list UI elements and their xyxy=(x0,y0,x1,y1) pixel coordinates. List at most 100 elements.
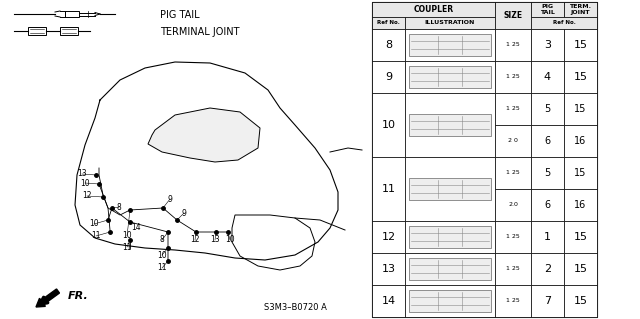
Text: 1 25: 1 25 xyxy=(506,299,520,303)
Bar xyxy=(495,93,531,125)
Text: 13: 13 xyxy=(77,169,87,179)
Text: 11: 11 xyxy=(381,184,396,194)
Text: 2 0: 2 0 xyxy=(508,138,518,144)
Text: 8: 8 xyxy=(159,235,164,244)
Text: TERMINAL JOINT: TERMINAL JOINT xyxy=(160,27,239,37)
Text: 7: 7 xyxy=(544,296,551,306)
FancyArrow shape xyxy=(36,289,60,307)
Bar xyxy=(405,29,495,61)
Text: 16: 16 xyxy=(574,200,587,210)
Text: Ref No.: Ref No. xyxy=(377,20,400,26)
Bar xyxy=(409,114,491,136)
Bar xyxy=(495,2,531,29)
Bar xyxy=(564,61,597,93)
Bar xyxy=(564,125,597,157)
Text: 11: 11 xyxy=(122,242,132,251)
Bar xyxy=(409,34,491,56)
Bar xyxy=(495,29,531,61)
Bar xyxy=(495,285,531,317)
Bar xyxy=(564,221,597,253)
Text: FR.: FR. xyxy=(68,291,89,301)
Bar xyxy=(405,17,495,29)
Bar xyxy=(65,11,79,17)
Text: 12: 12 xyxy=(381,232,396,242)
Bar xyxy=(531,221,564,253)
Text: 2: 2 xyxy=(544,264,551,274)
Bar xyxy=(495,189,531,221)
Text: 16: 16 xyxy=(574,136,587,146)
Bar xyxy=(564,189,597,221)
Bar xyxy=(531,29,564,61)
Text: 1 25: 1 25 xyxy=(506,42,520,48)
Text: 4: 4 xyxy=(544,72,551,82)
Polygon shape xyxy=(148,108,260,162)
Text: 1 25: 1 25 xyxy=(506,266,520,271)
Bar xyxy=(60,27,78,35)
Bar xyxy=(531,253,564,285)
Bar xyxy=(531,17,597,29)
Text: 10: 10 xyxy=(122,232,132,241)
Text: S3M3–B0720 A: S3M3–B0720 A xyxy=(264,303,326,313)
Text: 13: 13 xyxy=(210,235,220,244)
Text: 10: 10 xyxy=(381,120,396,130)
Bar xyxy=(405,93,495,157)
Bar xyxy=(531,125,564,157)
Bar xyxy=(409,66,491,88)
Bar xyxy=(28,27,46,35)
Bar xyxy=(409,290,491,312)
Bar xyxy=(564,2,597,17)
Bar xyxy=(564,29,597,61)
Bar xyxy=(405,157,495,221)
Text: TERM.
JOINT: TERM. JOINT xyxy=(570,4,591,15)
Bar xyxy=(372,2,597,317)
Bar xyxy=(372,221,405,253)
Text: 6: 6 xyxy=(545,136,550,146)
Text: 12: 12 xyxy=(83,191,92,201)
Text: 12: 12 xyxy=(190,235,200,244)
Text: 1 25: 1 25 xyxy=(506,75,520,79)
Bar xyxy=(495,157,531,189)
Text: 1: 1 xyxy=(544,232,551,242)
Text: 14: 14 xyxy=(381,296,396,306)
Text: 15: 15 xyxy=(573,40,588,50)
Bar xyxy=(405,221,495,253)
Text: 11: 11 xyxy=(157,263,167,272)
Bar xyxy=(372,253,405,285)
Bar xyxy=(495,221,531,253)
Bar xyxy=(531,285,564,317)
Text: ILLUSTRATION: ILLUSTRATION xyxy=(425,20,475,26)
Bar xyxy=(409,178,491,200)
Text: PIG
TAIL: PIG TAIL xyxy=(540,4,555,15)
Text: 15: 15 xyxy=(573,296,588,306)
Text: 11: 11 xyxy=(92,232,100,241)
Text: 9: 9 xyxy=(182,209,186,218)
Bar xyxy=(405,61,495,93)
Text: 5: 5 xyxy=(545,168,550,178)
Polygon shape xyxy=(232,215,315,270)
Text: Ref No.: Ref No. xyxy=(552,20,575,26)
Bar xyxy=(564,93,597,125)
Bar xyxy=(372,2,495,17)
Text: 6: 6 xyxy=(545,200,550,210)
Bar xyxy=(409,226,491,248)
Text: 1 25: 1 25 xyxy=(506,234,520,240)
Text: 13: 13 xyxy=(381,264,396,274)
Text: 9: 9 xyxy=(168,195,172,204)
Text: 3: 3 xyxy=(544,40,551,50)
Bar xyxy=(372,157,405,221)
Bar xyxy=(405,285,495,317)
Bar xyxy=(495,253,531,285)
Text: 15: 15 xyxy=(573,264,588,274)
Text: 10: 10 xyxy=(80,179,90,188)
Text: PIG TAIL: PIG TAIL xyxy=(160,10,200,20)
Bar xyxy=(372,29,405,61)
Text: 1 25: 1 25 xyxy=(506,170,520,175)
Text: 2.0: 2.0 xyxy=(508,203,518,207)
Text: 1 25: 1 25 xyxy=(506,107,520,112)
Text: 10: 10 xyxy=(225,235,235,244)
Bar xyxy=(405,253,495,285)
Text: 15: 15 xyxy=(573,72,588,82)
Text: SIZE: SIZE xyxy=(504,11,523,20)
Bar xyxy=(564,157,597,189)
Text: 14: 14 xyxy=(131,224,141,233)
